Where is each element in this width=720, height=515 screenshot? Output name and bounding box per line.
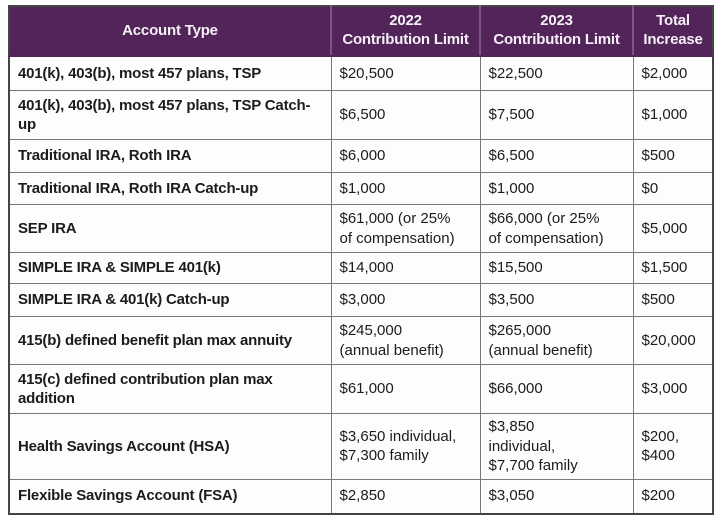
table-row: Traditional IRA, Roth IRA Catch-up $1,00… [8, 172, 714, 205]
limit-2022-cell: $61,000 [330, 364, 481, 414]
table-row: 401(k), 403(b), most 457 plans, TSP Catc… [8, 90, 714, 140]
account-type-cell: SIMPLE IRA & SIMPLE 401(k) [8, 252, 332, 284]
contribution-limits-table: Account Type 2022 Contribution Limit 202… [8, 5, 714, 515]
limit-2023-cell: $3,850 individual, $7,700 family [479, 413, 634, 480]
limit-2023-cell: $22,500 [479, 55, 634, 91]
limit-2023-cell: $3,050 [479, 478, 634, 514]
limit-2022-cell: $14,000 [330, 252, 481, 284]
table-row: 415(c) defined contribution plan max add… [8, 364, 714, 414]
limit-2023-cell: $6,500 [479, 139, 634, 173]
table-row: Flexible Savings Account (FSA) $2,850 $3… [8, 478, 714, 514]
column-header-total-increase: Total Increase [632, 6, 713, 57]
increase-cell: $500 [632, 139, 714, 173]
table-row: Health Savings Account (HSA) $3,650 indi… [8, 413, 714, 480]
account-type-cell: 415(c) defined contribution plan max add… [8, 364, 332, 414]
limit-2023-cell: $3,500 [479, 283, 634, 317]
limit-2023-cell: $66,000 (or 25% of compensation) [479, 204, 634, 253]
account-type-cell: SEP IRA [8, 204, 332, 253]
account-type-cell: SIMPLE IRA & 401(k) Catch-up [8, 283, 332, 317]
limit-2022-cell: $20,500 [330, 55, 481, 91]
header-row: Account Type 2022 Contribution Limit 202… [9, 6, 713, 57]
limit-2022-cell: $3,650 individual, $7,300 family [330, 413, 481, 480]
table-row: SIMPLE IRA & 401(k) Catch-up $3,000 $3,5… [8, 283, 714, 317]
limit-2023-cell: $15,500 [479, 252, 634, 284]
limit-2022-cell: $6,500 [330, 90, 481, 140]
increase-cell: $2,000 [632, 55, 714, 91]
increase-cell: $1,000 [632, 90, 714, 140]
increase-cell: $500 [632, 283, 714, 317]
account-type-cell: Flexible Savings Account (FSA) [8, 478, 332, 514]
contribution-limits-table-container: Account Type 2022 Contribution Limit 202… [8, 5, 714, 515]
table-row: SEP IRA $61,000 (or 25% of compensation)… [8, 204, 714, 253]
limit-2022-cell: $3,000 [330, 283, 481, 317]
increase-cell: $3,000 [632, 364, 714, 414]
table-row: 415(b) defined benefit plan max annuity … [8, 316, 714, 365]
limit-2023-cell: $66,000 [479, 364, 634, 414]
account-type-cell: Traditional IRA, Roth IRA Catch-up [8, 172, 332, 205]
limit-2023-cell: $1,000 [479, 172, 634, 205]
column-header-account-type: Account Type [9, 6, 331, 57]
limit-2022-cell: $61,000 (or 25% of compensation) [330, 204, 481, 253]
account-type-cell: 401(k), 403(b), most 457 plans, TSP [8, 55, 332, 91]
limit-2022-cell: $6,000 [330, 139, 481, 173]
increase-cell: $200, $400 [632, 413, 714, 480]
column-header-2022-limit: 2022 Contribution Limit [330, 6, 480, 57]
account-type-cell: 401(k), 403(b), most 457 plans, TSP Catc… [8, 90, 332, 140]
increase-cell: $20,000 [632, 316, 714, 365]
column-header-2023-limit: 2023 Contribution Limit [479, 6, 633, 57]
table-row: Traditional IRA, Roth IRA $6,000 $6,500 … [8, 139, 714, 173]
account-type-cell: Traditional IRA, Roth IRA [8, 139, 332, 173]
account-type-cell: Health Savings Account (HSA) [8, 413, 332, 480]
table-row: SIMPLE IRA & SIMPLE 401(k) $14,000 $15,5… [8, 252, 714, 284]
increase-cell: $0 [632, 172, 714, 205]
limit-2023-cell: $7,500 [479, 90, 634, 140]
increase-cell: $1,500 [632, 252, 714, 284]
account-type-cell: 415(b) defined benefit plan max annuity [8, 316, 332, 365]
limit-2022-cell: $1,000 [330, 172, 481, 205]
increase-cell: $200 [632, 478, 714, 514]
table-row: 401(k), 403(b), most 457 plans, TSP $20,… [8, 55, 714, 91]
limit-2022-cell: $245,000 (annual benefit) [330, 316, 481, 365]
limit-2022-cell: $2,850 [330, 478, 481, 514]
increase-cell: $5,000 [632, 204, 714, 253]
limit-2023-cell: $265,000 (annual benefit) [479, 316, 634, 365]
